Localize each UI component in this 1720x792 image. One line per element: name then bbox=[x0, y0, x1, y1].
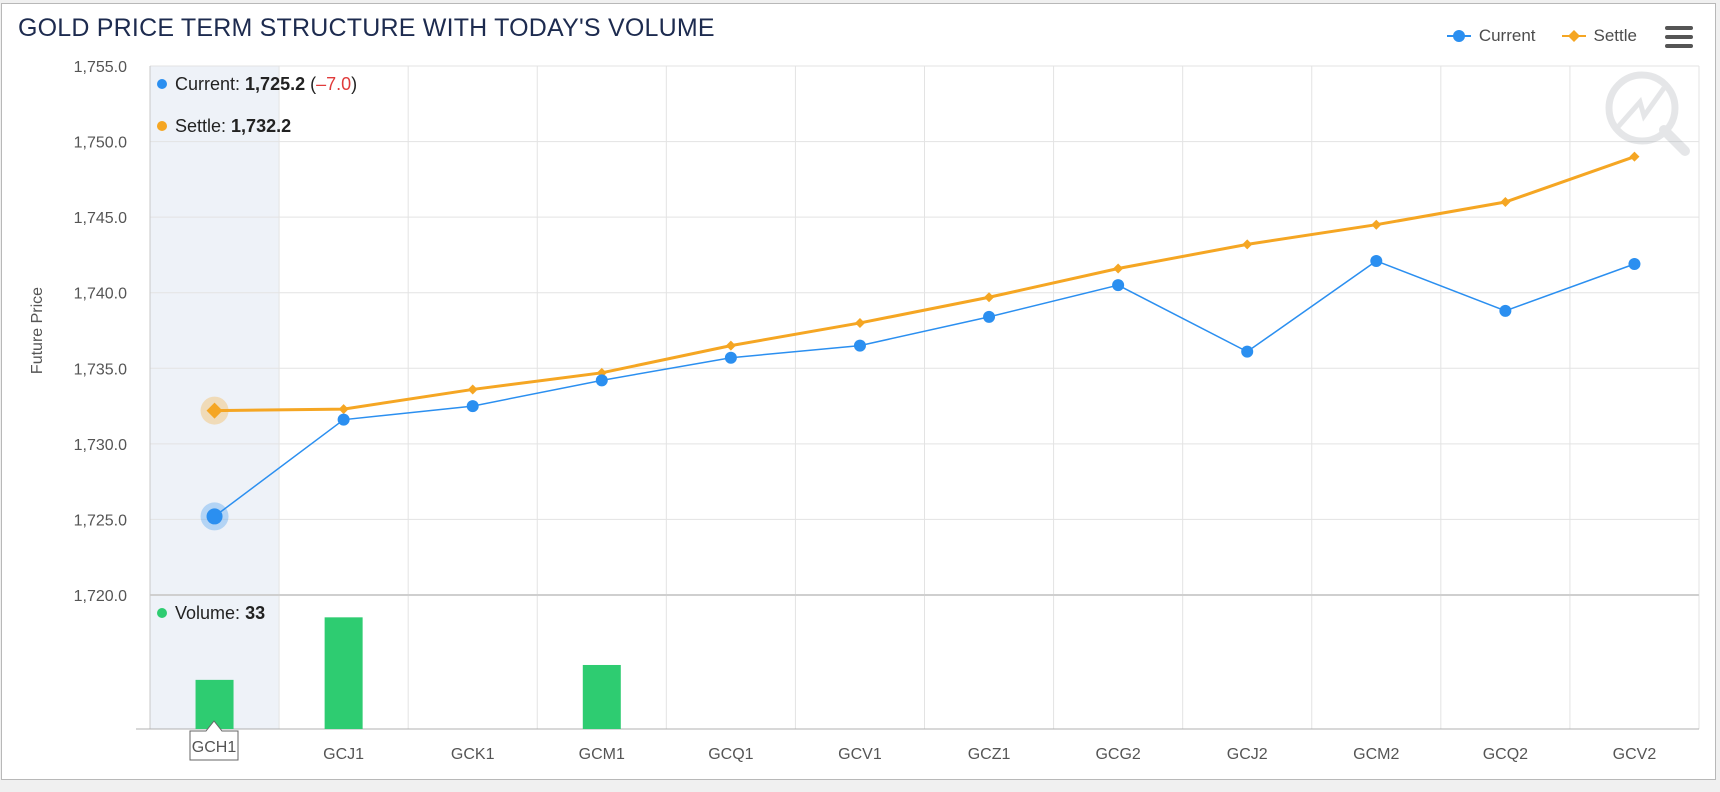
x-tick-label: GCM1 bbox=[579, 746, 625, 763]
settle-line bbox=[214, 155, 1635, 413]
y-tick-label: 1,735.0 bbox=[74, 361, 127, 378]
settle-point bbox=[1629, 151, 1640, 162]
y-tick-label: 1,740.0 bbox=[74, 286, 127, 303]
settle-point bbox=[467, 384, 478, 395]
tooltip-settle: Settle: 1,732.2 bbox=[175, 116, 291, 136]
x-tick-label: GCJ2 bbox=[1227, 746, 1268, 763]
x-tick-label: GCG2 bbox=[1095, 746, 1140, 763]
settle-point bbox=[1113, 263, 1124, 274]
settle-point bbox=[854, 317, 865, 328]
x-axis-ticks: GCJ1 GCK1 GCM1 GCQ1 GCV1 GCZ1 GCG2 GCJ2 GCM2 GCQ2… bbox=[323, 746, 1656, 763]
tooltip-settle-value: 1,732.2 bbox=[231, 116, 291, 136]
current-point bbox=[337, 413, 350, 426]
x-tick-label: GCK1 bbox=[451, 746, 495, 763]
hamburger-icon bbox=[1665, 26, 1693, 30]
settle-point bbox=[1500, 197, 1511, 208]
settle-point bbox=[984, 292, 995, 303]
chart-legend: Current Settle bbox=[1446, 26, 1637, 46]
logo-watermark-icon bbox=[1605, 71, 1690, 156]
x-tick-label: GCV1 bbox=[838, 746, 882, 763]
tooltip-current-value: 1,725.2 bbox=[245, 74, 305, 94]
y-tick-label: 1,745.0 bbox=[74, 210, 127, 227]
settle-point bbox=[725, 340, 736, 351]
settle-point bbox=[338, 404, 349, 415]
legend-marker-current-icon bbox=[1446, 30, 1471, 42]
tooltip-current-change: –7.0 bbox=[316, 74, 351, 94]
volume-bar bbox=[324, 617, 363, 729]
y-tick-label: 1,730.0 bbox=[74, 437, 127, 454]
tooltip-current-marker-icon bbox=[157, 79, 167, 89]
tooltip-volume-value: 33 bbox=[245, 603, 265, 623]
y-axis-ticks: 1,755.0 1,750.0 1,745.0 1,740.0 1,735.0 1,730… bbox=[74, 59, 127, 605]
y-tick-label: 1,755.0 bbox=[74, 59, 127, 76]
tooltip-volume-marker-icon bbox=[157, 608, 167, 618]
legend-label-current: Current bbox=[1478, 26, 1536, 45]
settle-point bbox=[1371, 219, 1382, 230]
current-point bbox=[1499, 304, 1512, 317]
chart-container: GOLD PRICE TERM STRUCTURE WITH TODAY'S V… bbox=[1, 3, 1716, 780]
current-point bbox=[206, 508, 223, 525]
tooltip-settle-marker-icon bbox=[157, 121, 167, 131]
volume-bar bbox=[582, 664, 621, 729]
grid-lines bbox=[136, 65, 1700, 730]
current-point bbox=[983, 310, 996, 323]
current-point bbox=[595, 374, 608, 387]
current-point bbox=[724, 351, 737, 364]
chart-title: GOLD PRICE TERM STRUCTURE WITH TODAY'S V… bbox=[18, 14, 715, 42]
settle-point bbox=[206, 402, 223, 419]
legend-item-settle[interactable]: Settle bbox=[1561, 26, 1637, 46]
tooltip-current-label: Current: bbox=[175, 74, 240, 94]
y-tick-label: 1,750.0 bbox=[74, 135, 127, 152]
y-axis-title: Future Price bbox=[29, 287, 46, 374]
x-tick-label: GCQ2 bbox=[1483, 746, 1528, 763]
tooltip-settle-label: Settle: bbox=[175, 116, 226, 136]
x-tick-label: GCV2 bbox=[1613, 746, 1657, 763]
x-tick-label: GCZ1 bbox=[968, 746, 1011, 763]
current-point bbox=[1241, 345, 1254, 358]
highlight-band bbox=[150, 66, 280, 729]
series-lines bbox=[214, 155, 1635, 518]
tooltip-volume-label: Volume: bbox=[175, 603, 240, 623]
legend-item-current[interactable]: Current bbox=[1446, 26, 1536, 46]
tooltip-current: Current: 1,725.2 (–7.0) bbox=[175, 74, 357, 94]
x-tick-label: GCM2 bbox=[1353, 746, 1399, 763]
legend-marker-settle-icon bbox=[1561, 30, 1586, 42]
x-tick-label: GCJ1 bbox=[323, 746, 364, 763]
current-line bbox=[214, 260, 1635, 518]
volume-bar bbox=[195, 679, 234, 729]
series-points bbox=[200, 151, 1641, 531]
tooltip-volume-text: Volume: 33 bbox=[175, 603, 265, 623]
x-tick-label: GCQ1 bbox=[708, 746, 753, 763]
legend-label-settle: Settle bbox=[1593, 26, 1637, 45]
settle-point bbox=[1242, 239, 1253, 250]
y-tick-label: 1,725.0 bbox=[74, 512, 127, 529]
x-crosshair-category: GCH1 bbox=[192, 739, 237, 756]
chart-plot: 1,755.0 1,750.0 1,745.0 1,740.0 1,735.0 1,730… bbox=[29, 59, 1700, 763]
current-point bbox=[1628, 257, 1641, 270]
current-point bbox=[853, 339, 866, 352]
current-point bbox=[466, 400, 479, 413]
volume-bars bbox=[195, 617, 621, 729]
x-crosshair-label: GCH1 bbox=[189, 720, 239, 761]
current-point bbox=[1370, 254, 1383, 267]
chart-menu-button[interactable] bbox=[1665, 26, 1693, 50]
tooltip-volume: Volume: 33 bbox=[157, 603, 265, 623]
current-point bbox=[1112, 279, 1125, 292]
y-tick-label: 1,720.0 bbox=[74, 588, 127, 605]
tooltip-price: Current: 1,725.2 (–7.0) Settle: 1,732.2 bbox=[157, 74, 357, 136]
